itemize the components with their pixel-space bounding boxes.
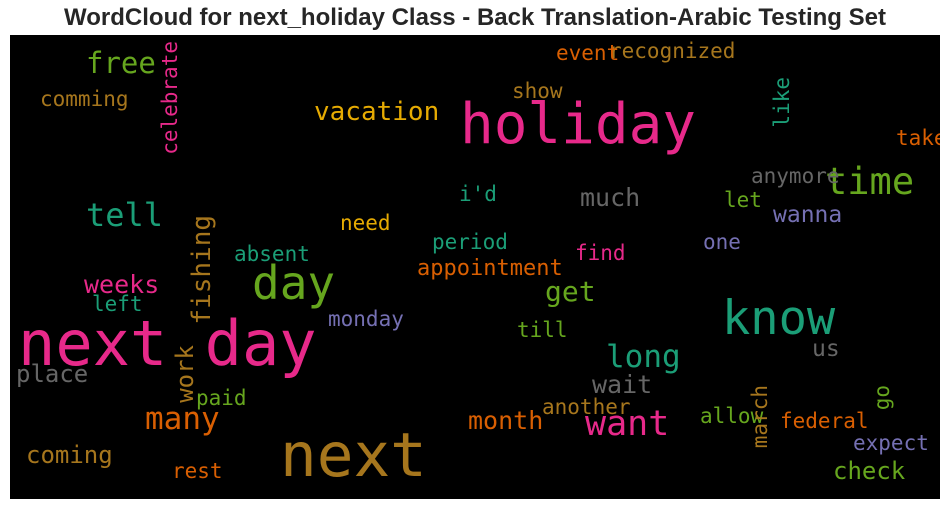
word-like: like (770, 77, 794, 128)
word-wanna: wanna (773, 202, 843, 228)
word-day: day (252, 256, 336, 310)
word-cloud-canvas: next day next holiday know day time want tell lo… (10, 35, 940, 499)
word-recognized: recognized (609, 39, 736, 63)
word-want: want (585, 404, 670, 444)
word-find: find (575, 241, 626, 265)
word-rest: rest (172, 459, 223, 483)
word-vacation: vacation (314, 97, 440, 127)
word-period: period (432, 230, 508, 254)
word-appointment: appointment (417, 256, 563, 281)
word-place: place (16, 360, 89, 388)
word-need: need (340, 211, 391, 235)
word-march: march (748, 385, 772, 449)
word-next: next (280, 420, 427, 491)
word-expect: expect (853, 431, 929, 455)
word-take: take (896, 126, 940, 150)
word-month: month (468, 406, 544, 435)
word-coming: coming (26, 441, 113, 469)
word-time: time (825, 160, 915, 203)
word-show: show (512, 79, 563, 103)
word-go: go (870, 385, 894, 411)
word-paid: paid (196, 386, 247, 410)
chart-title: WordCloud for next_holiday Class - Back … (64, 4, 886, 31)
word-till: till (517, 318, 568, 342)
word-allow: allow (700, 404, 764, 428)
word-let: let (724, 188, 762, 212)
word-i-d: i'd (459, 182, 497, 206)
word-wait: wait (592, 370, 653, 399)
word-check: check (833, 457, 906, 485)
word-us: us (812, 336, 840, 362)
word-get: get (545, 275, 596, 308)
word-know: know (722, 291, 836, 346)
word-another: another (542, 395, 631, 419)
word-weeks: weeks (84, 270, 160, 299)
word-much: much (580, 183, 641, 212)
word-next-day: next day (18, 307, 317, 380)
word-event: event (556, 41, 620, 65)
word-anymore: anymore (751, 164, 840, 188)
word-holiday: holiday (460, 92, 697, 157)
word-many: many (145, 401, 220, 437)
word-celebrate: celebrate (158, 41, 182, 155)
word-one: one (703, 230, 741, 254)
word-free: free (86, 46, 156, 80)
word-work: work (171, 345, 199, 403)
word-left: left (92, 292, 143, 316)
word-absent: absent (234, 242, 310, 266)
word-monday: monday (328, 307, 404, 331)
word-long: long (606, 339, 681, 375)
word-tell: tell (86, 196, 164, 234)
word-federal: federal (780, 409, 869, 433)
word-fishing: fishing (187, 215, 217, 325)
word-comming: comming (40, 87, 129, 111)
